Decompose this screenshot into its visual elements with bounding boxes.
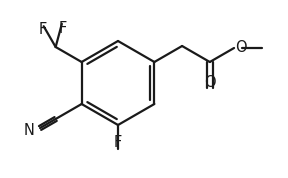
Text: O: O (235, 40, 247, 54)
Text: O: O (204, 75, 216, 90)
Text: F: F (39, 22, 47, 38)
Text: N: N (24, 123, 35, 138)
Text: F: F (114, 135, 122, 150)
Text: F: F (59, 21, 67, 36)
